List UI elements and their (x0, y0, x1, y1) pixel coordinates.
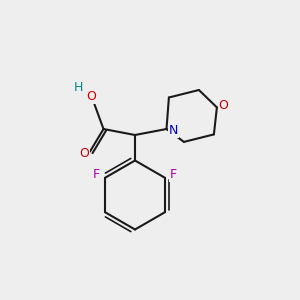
Text: H: H (73, 81, 83, 94)
Text: O: O (86, 90, 96, 104)
Text: O: O (219, 99, 228, 112)
Text: F: F (93, 168, 100, 181)
Text: O: O (79, 147, 89, 161)
Text: F: F (170, 168, 177, 181)
Text: N: N (169, 124, 178, 137)
